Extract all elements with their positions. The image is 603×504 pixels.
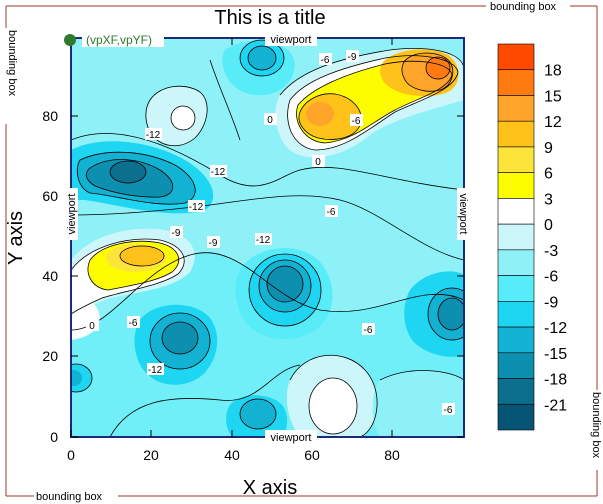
y-tick-label: 60 [42, 188, 58, 204]
contour-label: -12 [148, 365, 163, 376]
colorbar-level-label: 6 [544, 166, 553, 183]
colorbar-swatch [497, 95, 535, 122]
contour-label: 0 [89, 321, 95, 332]
bounding-box [5, 5, 598, 497]
colorbar-level-label: -15 [544, 346, 567, 363]
contour-label: -12 [146, 130, 161, 141]
x-tick-labels: 0 20 40 60 80 [67, 447, 400, 463]
colorbar-level-label: 18 [544, 63, 562, 80]
bounding-box-label-left: bounding box [6, 30, 18, 97]
viewport-label-left: viewport [64, 188, 78, 240]
contour-label: -12 [256, 235, 271, 246]
contour-label: 0 [267, 115, 273, 126]
y-tick-labels: 0 20 40 60 80 [42, 108, 58, 445]
y-tick-label: 0 [50, 429, 58, 445]
colorbar-level-label: -3 [544, 243, 558, 260]
viewport-label-bottom-text: viewport [271, 432, 312, 444]
contour-label: -9 [172, 228, 181, 239]
x-tick-label: 40 [224, 447, 240, 463]
x-tick-label: 60 [304, 447, 320, 463]
viewport-label-top-text: viewport [271, 34, 312, 46]
colorbar-swatch [497, 249, 535, 276]
x-tick-label: 80 [384, 447, 400, 463]
y-tick-label: 20 [42, 348, 58, 364]
bounding-box-label-bottom: bounding box [36, 491, 103, 503]
contour-label-group: -6 -9 0 -6 -12 -12 -12 -9 0 -9 -12 0 -6 … [86, 50, 455, 416]
colorbar-swatch [497, 223, 535, 251]
y-tick-label: 80 [42, 108, 58, 124]
chart-title: This is a title [214, 7, 325, 29]
viewport-label-bottom: viewport [265, 430, 317, 444]
contour-lines [71, 39, 464, 437]
colorbar-level-label: 9 [544, 140, 553, 157]
colorbar-swatch [497, 120, 535, 148]
contour-label: -6 [364, 325, 373, 336]
viewport-label-top: viewport [265, 32, 317, 46]
x-tick-label: 0 [67, 447, 75, 463]
viewport-label-left-text: viewport [66, 194, 78, 235]
colorbar-swatch [497, 198, 535, 225]
contour-label: -6 [352, 116, 361, 127]
colorbar-level-label: 0 [544, 217, 553, 234]
colorbar-swatch [497, 301, 535, 328]
contour-label: -12 [189, 202, 204, 213]
corner-point-marker [64, 34, 76, 46]
x-tick-label: 20 [143, 447, 159, 463]
colorbar-level-label: -6 [544, 269, 558, 286]
viewport-label-right-text: viewport [457, 194, 469, 235]
colorbar-swatch [497, 378, 535, 405]
colorbar-level-label: -21 [544, 397, 567, 414]
contour-label: -6 [327, 207, 336, 218]
colorbar-swatch [497, 43, 535, 71]
contour-label: -6 [444, 405, 453, 416]
colorbar-swatch [497, 69, 535, 96]
viewport-label-right: viewport [457, 188, 471, 240]
contour-label: -9 [348, 52, 357, 63]
contour-fill [71, 38, 464, 437]
colorbar-level-label: -9 [544, 294, 558, 311]
colorbar-swatch [497, 326, 535, 354]
colorbar-level-label: 12 [544, 114, 562, 131]
corner-point-label: (vpXF,vpYF) [86, 33, 152, 47]
bounding-box-label-right: bounding box [590, 392, 602, 459]
colorbar-level-label: -18 [544, 372, 567, 389]
contour-label: 0 [315, 157, 321, 168]
y-tick-label: 40 [42, 268, 58, 284]
x-axis-title: X axis [243, 477, 297, 499]
colorbar-swatch [497, 275, 535, 302]
contour-label: -12 [211, 167, 226, 178]
bounding-box-label-top: bounding box [490, 1, 557, 13]
contour-label: -6 [129, 318, 138, 329]
contour-label: -6 [321, 55, 330, 66]
colorbar-swatch [497, 172, 535, 199]
colorbar-level-label: -12 [544, 320, 567, 337]
y-axis-title: Y axis [5, 211, 27, 265]
colorbar: 18 15 12 9 6 3 0 -3 -6 -9 -12 -15 -18 -21 [497, 43, 567, 431]
contour-label: -9 [209, 238, 218, 249]
colorbar-swatch [497, 403, 535, 431]
colorbar-swatch [497, 352, 535, 379]
colorbar-swatch [497, 146, 535, 173]
colorbar-level-label: 3 [544, 191, 553, 208]
colorbar-level-label: 15 [544, 88, 562, 105]
